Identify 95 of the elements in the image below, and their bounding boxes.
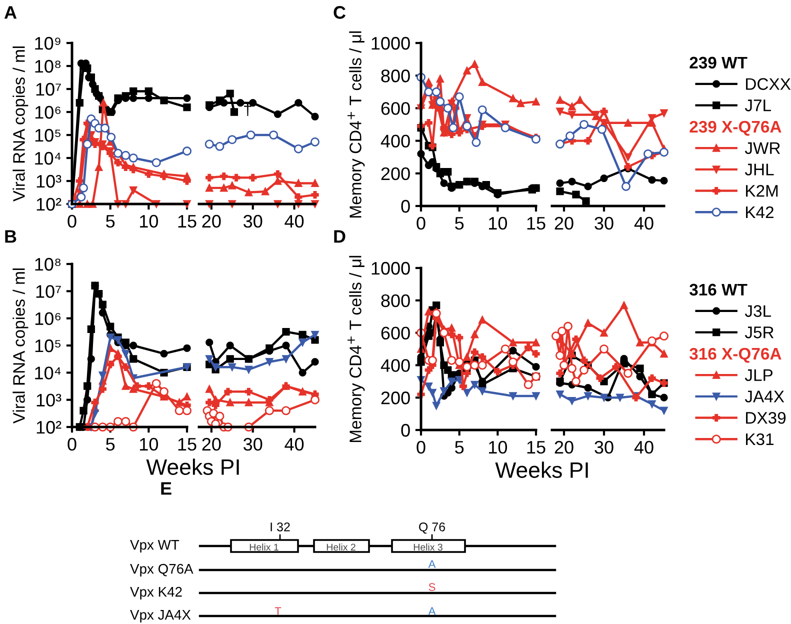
chart-title: C bbox=[334, 6, 346, 19]
x-tick-label: 5 bbox=[455, 217, 464, 230]
text: T bbox=[274, 607, 282, 615]
y-tick-label: 10² bbox=[36, 198, 62, 211]
text: Helix 1 bbox=[250, 543, 278, 551]
x-tick-label: 30 bbox=[244, 214, 262, 228]
category-label: Vpx WT bbox=[130, 540, 180, 552]
x-axis-title: Weeks PI bbox=[146, 458, 239, 475]
x-axis-title: Weeks PI bbox=[495, 462, 588, 478]
y-axis-title: Viral RNA copies / ml bbox=[12, 268, 28, 424]
x-tick-label: 30 bbox=[244, 438, 262, 451]
x-tick-label: 40 bbox=[634, 216, 654, 230]
chart-title: D bbox=[334, 230, 346, 243]
x-tick-label: 15 bbox=[178, 438, 196, 451]
y-tick-label: 1000 bbox=[372, 262, 410, 275]
category-label: Vpx JA4X bbox=[130, 610, 191, 622]
y-tick-label: 600 bbox=[381, 102, 410, 115]
y-tick-label: 10² bbox=[36, 420, 62, 434]
x-tick-label: 30 bbox=[594, 440, 614, 454]
text: A bbox=[428, 560, 436, 568]
text: I 32 bbox=[270, 522, 290, 532]
legend-label: JLP bbox=[744, 369, 773, 382]
y-tick-label: 600 bbox=[381, 326, 410, 340]
chart-title: B bbox=[5, 230, 16, 243]
x-tick-label: 0 bbox=[68, 438, 76, 451]
category-label: Vpx K42 bbox=[130, 586, 182, 600]
legend-label: K2M bbox=[746, 184, 778, 197]
y-tick-label: 0 bbox=[401, 200, 410, 213]
y-tick-label: 10⁴ bbox=[35, 366, 61, 380]
x-tick-label: 20 bbox=[554, 216, 574, 230]
y-tick-label: 0 bbox=[401, 424, 410, 437]
y-tick-label: 10⁵ bbox=[35, 128, 60, 142]
x-tick-label: 0 bbox=[68, 214, 76, 228]
text: A bbox=[428, 607, 436, 615]
text: E bbox=[161, 482, 172, 495]
y-tick-label: 10⁸ bbox=[35, 60, 61, 73]
x-tick-label: 0 bbox=[416, 440, 426, 454]
legend-label: J5R bbox=[744, 326, 774, 338]
y-tick-label: 200 bbox=[381, 392, 410, 404]
y-tick-label: 10⁷ bbox=[36, 285, 61, 298]
y-tick-label: 10⁸ bbox=[35, 258, 61, 271]
x-tick-label: 5 bbox=[455, 441, 464, 454]
y-tick-label: 800 bbox=[381, 70, 410, 82]
x-tick-label: 20 bbox=[554, 440, 574, 454]
x-tick-label: 40 bbox=[284, 214, 304, 228]
x-tick-label: 20 bbox=[202, 438, 221, 451]
chart-title: A bbox=[4, 6, 17, 19]
x-tick-label: 5 bbox=[106, 215, 115, 228]
y-tick-label: 400 bbox=[380, 359, 410, 372]
x-tick-label: 15 bbox=[178, 215, 196, 228]
y-tick-label: 10³ bbox=[36, 174, 62, 188]
y-tick-label: 400 bbox=[380, 134, 410, 148]
legend-label: DX39 bbox=[746, 412, 786, 424]
x-tick-label: 10 bbox=[489, 440, 508, 454]
y-tick-label: 10⁷ bbox=[36, 82, 61, 96]
x-tick-label: 5 bbox=[106, 438, 115, 451]
y-tick-label: 200 bbox=[381, 167, 410, 180]
x-tick-label: 20 bbox=[202, 214, 221, 228]
y-tick-label: 10⁹ bbox=[35, 36, 60, 50]
x-tick-label: 30 bbox=[594, 216, 614, 230]
x-tick-label: 40 bbox=[284, 438, 304, 451]
legend-label: K42 bbox=[746, 206, 774, 218]
y-tick-label: 1000 bbox=[372, 36, 410, 50]
y-tick-label: 10⁶ bbox=[35, 312, 61, 326]
x-tick-label: 15 bbox=[527, 217, 546, 230]
text: 316 X-Q76A bbox=[689, 348, 782, 363]
y-axis-title: Memory CD4$^{+}$ T cells / μl bbox=[348, 31, 365, 218]
text: Helix 3 bbox=[414, 543, 442, 551]
legend-label: DCXX bbox=[746, 78, 791, 90]
legend-label: J3L bbox=[744, 305, 771, 317]
text: S bbox=[428, 583, 436, 591]
y-tick-label: 10⁶ bbox=[35, 106, 61, 119]
x-tick-label: 15 bbox=[527, 441, 546, 454]
y-tick-label: 10⁵ bbox=[35, 339, 60, 352]
legend-label: JWR bbox=[744, 142, 780, 154]
y-tick-label: 10³ bbox=[36, 394, 62, 407]
text: Q 76 bbox=[419, 522, 445, 534]
y-tick-label: 800 bbox=[381, 294, 410, 308]
x-tick-label: 10 bbox=[489, 216, 508, 230]
x-tick-label: 10 bbox=[140, 214, 158, 228]
legend-label: J7L bbox=[744, 100, 771, 112]
x-tick-label: 40 bbox=[634, 440, 654, 454]
legend-title: 316 WT bbox=[689, 284, 748, 296]
text: Helix 2 bbox=[326, 543, 356, 551]
text: 239 X-Q76A bbox=[690, 120, 782, 136]
category-label: Vpx Q76A bbox=[130, 564, 194, 576]
x-tick-label: 0 bbox=[416, 216, 426, 230]
y-axis-title: Viral RNA copies / ml bbox=[12, 46, 28, 202]
legend-title: 239 WT bbox=[690, 56, 748, 69]
legend-label: K31 bbox=[746, 433, 774, 446]
x-tick-label: 10 bbox=[140, 438, 158, 451]
y-tick-label: 10⁴ bbox=[35, 152, 61, 165]
legend-label: JA4X bbox=[744, 390, 784, 402]
legend-label: JHL bbox=[744, 164, 774, 176]
y-axis-title: Memory CD4$^{+}$ T cells / μl bbox=[348, 256, 365, 442]
